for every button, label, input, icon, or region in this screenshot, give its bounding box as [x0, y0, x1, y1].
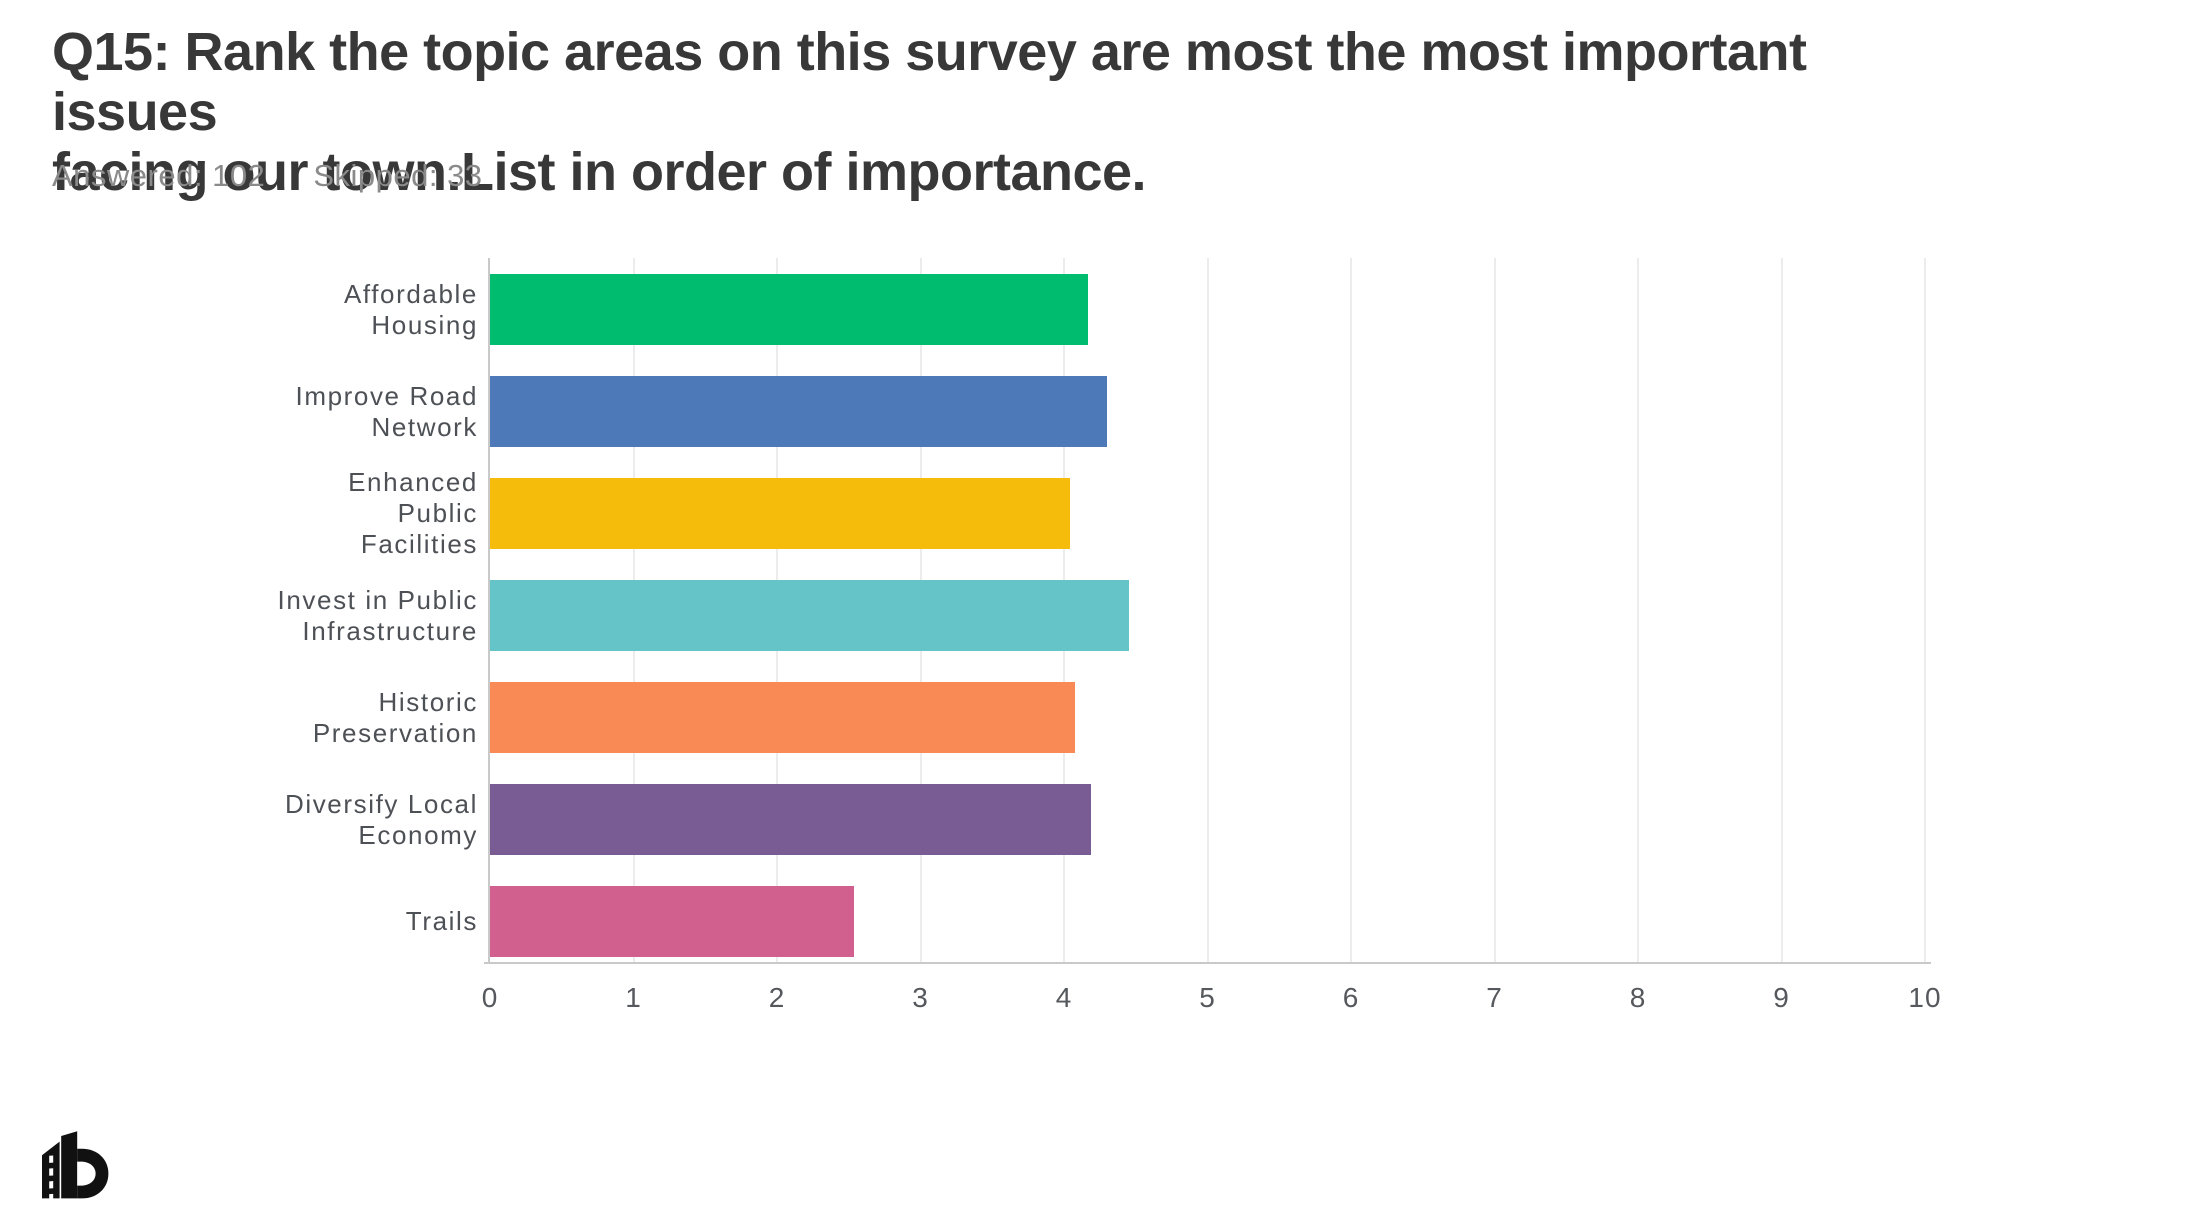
bar-row — [490, 682, 1925, 753]
x-tick-label: 2 — [768, 982, 786, 1013]
bar-row — [490, 478, 1925, 549]
gridline — [1350, 258, 1352, 962]
gridline — [1780, 258, 1783, 962]
bar-enhanced-public-facilities — [490, 478, 1070, 549]
category-label: Diversify Local Economy — [284, 788, 478, 850]
x-tick-label: 5 — [1199, 982, 1216, 1013]
x-axis-line — [484, 962, 1931, 964]
category-label: Invest in Public Infrastructure — [277, 584, 478, 646]
bar-row — [490, 580, 1925, 651]
skipped-count: Skipped: 33 — [313, 158, 483, 193]
x-axis-tick-labels: 0 1 2 3 4 5 6 7 8 9 10 — [482, 982, 1941, 1022]
category-label-row: Historic Preservation — [190, 682, 478, 753]
bar-improve-road-network — [490, 376, 1108, 447]
x-tick-label: 4 — [1055, 982, 1073, 1013]
category-label: Improve Road Network — [295, 380, 478, 442]
x-tick-label: 8 — [1629, 982, 1647, 1013]
gridline — [1924, 258, 1926, 962]
category-label: Enhanced Public Facilities — [348, 467, 478, 559]
bars — [490, 274, 1925, 988]
bar-historic-preservation — [490, 682, 1076, 753]
bar-affordable-housing — [490, 274, 1089, 345]
x-tick-label: 10 — [1908, 982, 1942, 1013]
page-title: Q15: Rank the topic areas on this survey… — [52, 22, 1952, 202]
x-tick-label: 1 — [625, 982, 642, 1013]
x-tick-label: 3 — [912, 982, 929, 1013]
bar-row — [490, 376, 1925, 447]
bar-diversify-local-economy — [490, 784, 1092, 855]
page-title-line2: facing our town.List in order of importa… — [52, 142, 1147, 202]
page-title-line1: Q15: Rank the topic areas on this survey… — [52, 22, 1807, 142]
category-label-row: Affordable Housing — [190, 274, 478, 345]
gridline — [1206, 258, 1209, 962]
b-road-logo-icon — [42, 1131, 109, 1201]
x-tick-label: 7 — [1486, 982, 1503, 1013]
gridline — [1493, 258, 1496, 962]
category-label-row: Invest in Public Infrastructure — [190, 580, 478, 651]
category-label: Trails — [405, 906, 478, 936]
category-label-row: Trails — [190, 886, 478, 957]
bar-row — [490, 886, 1925, 957]
answered-count: Answered: 102 — [52, 158, 266, 193]
category-label: Historic Preservation — [312, 686, 478, 748]
bar-row — [490, 274, 1925, 345]
category-label-row: Enhanced Public Facilities — [190, 467, 478, 559]
response-stats: Answered: 102 Skipped: 33 — [52, 158, 531, 194]
bar-trails — [490, 886, 855, 957]
category-label: Affordable Housing — [343, 278, 478, 340]
category-label-row: Improve Road Network — [190, 376, 478, 447]
gridline — [1637, 258, 1639, 962]
plot-area — [484, 258, 1931, 964]
category-axis-labels: Affordable Housing Improve Road Network En… — [190, 258, 478, 988]
category-label-row: Diversify Local Economy — [190, 784, 478, 855]
y-axis-line — [488, 258, 490, 962]
x-tick-label: 9 — [1773, 982, 1790, 1013]
bar-row — [490, 784, 1925, 855]
bar-invest-in-public-infrastructure — [490, 580, 1129, 651]
x-tick-label: 0 — [481, 982, 499, 1013]
x-tick-label: 6 — [1342, 982, 1360, 1013]
